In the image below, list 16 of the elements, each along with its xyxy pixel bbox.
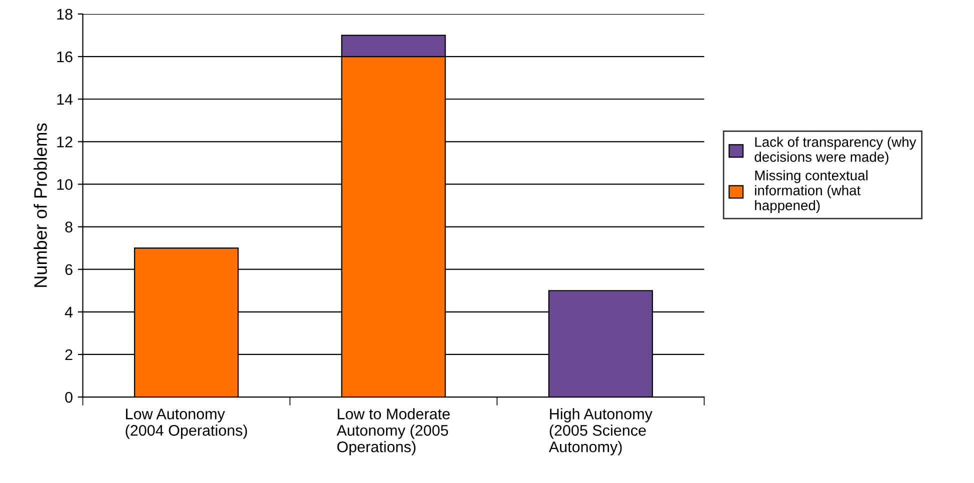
y-tick-label: 0 (65, 392, 72, 403)
y-tick-label: 4 (64, 306, 73, 318)
y-tick-label: 6 (65, 264, 72, 276)
y-tick-label: 14 (57, 94, 73, 105)
x-tick-label: Low to Moderate Autonomy (2005 Operations) (336, 408, 450, 456)
y-tick-label: 12 (57, 136, 72, 148)
y-tick-label: 16 (57, 51, 72, 62)
y-tick-label: 10 (57, 179, 72, 190)
legend-label: Lack of transparency (why decisions were made) (754, 136, 916, 165)
y-tick-label: 8 (65, 222, 72, 232)
y-tick-label: 2 (65, 349, 72, 360)
legend-label: Missing contextual information (what happened) (755, 170, 868, 214)
x-tick-label: High Autonomy (2005 Science Autonomy) (548, 408, 652, 456)
x-tick-label: Low Autonomy (2004 Operations) (126, 408, 247, 439)
y-axis-title: Number of Problems (34, 123, 47, 287)
y-tick-label: 18 (57, 8, 72, 20)
